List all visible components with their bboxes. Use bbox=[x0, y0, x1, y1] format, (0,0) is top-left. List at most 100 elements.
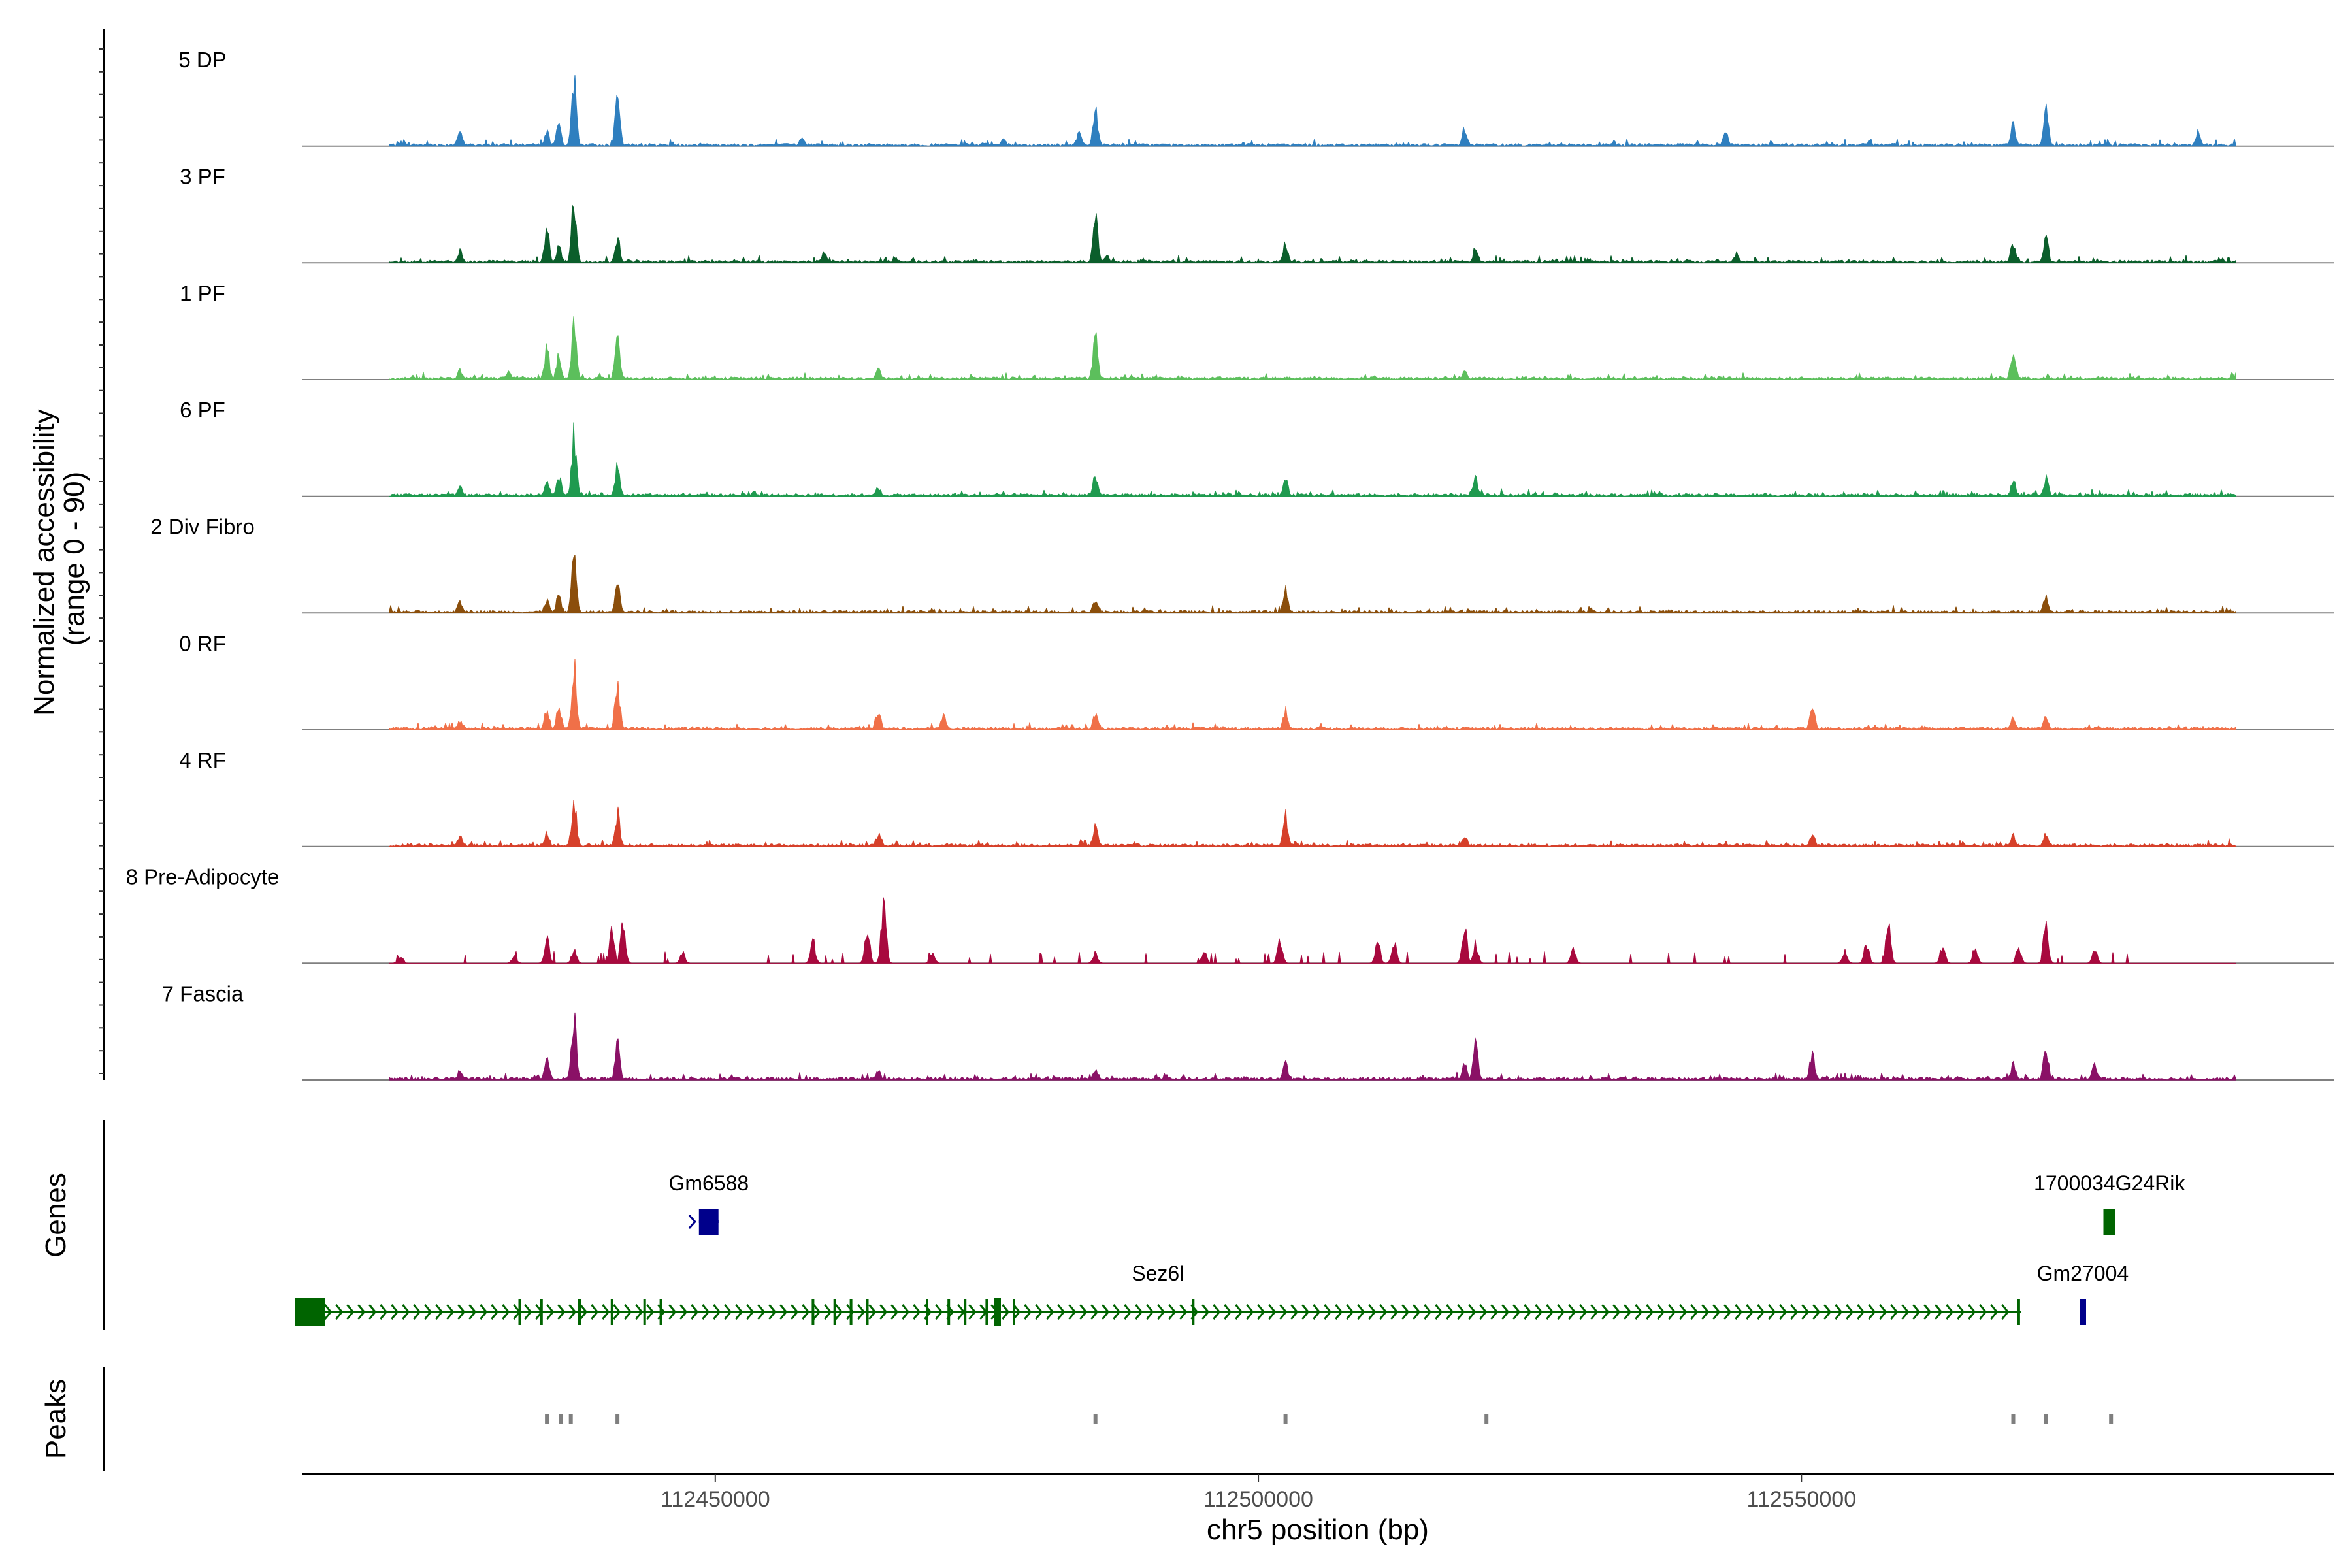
gene-exon bbox=[994, 1298, 1001, 1326]
strand-chevron bbox=[824, 1304, 832, 1320]
strand-chevron bbox=[1912, 1304, 1921, 1320]
peak-region bbox=[1283, 1414, 1288, 1424]
strand-chevron bbox=[935, 1304, 943, 1320]
strand-chevron bbox=[1490, 1304, 1499, 1320]
y-axis-title: Normalized accessibility (range 0 - 90) bbox=[28, 401, 90, 716]
strand-chevron bbox=[380, 1304, 388, 1320]
strand-chevron bbox=[1579, 1304, 1588, 1320]
strand-chevron bbox=[1535, 1304, 1543, 1320]
strand-chevron bbox=[1668, 1304, 1676, 1320]
track-label: 7 Fascia bbox=[162, 981, 244, 1005]
track-label: 1 PF bbox=[180, 281, 225, 305]
peak-region bbox=[559, 1414, 563, 1424]
strand-chevron bbox=[502, 1304, 510, 1320]
strand-chevron bbox=[1746, 1304, 1754, 1320]
peak-region bbox=[2011, 1414, 2016, 1424]
strand-chevron bbox=[1801, 1304, 1810, 1320]
gene-label: Gm27004 bbox=[2037, 1262, 2129, 1285]
peaks-track-title: Peaks bbox=[40, 1379, 72, 1459]
strand-chevron bbox=[1557, 1304, 1565, 1320]
coverage-area bbox=[389, 422, 2236, 497]
strand-chevron bbox=[1501, 1304, 1510, 1320]
track-label: 4 RF bbox=[179, 748, 226, 772]
strand-chevron bbox=[357, 1304, 366, 1320]
y-axis-title-line2: (range 0 - 90) bbox=[58, 472, 90, 646]
track-coverage bbox=[389, 75, 2236, 1081]
strand-chevron bbox=[1013, 1304, 1021, 1320]
strand-chevron bbox=[1357, 1304, 1365, 1320]
coverage-area bbox=[389, 204, 2236, 263]
strand-chevron bbox=[688, 1214, 696, 1230]
gene-label: 1700034G24Rik bbox=[2034, 1171, 2185, 1195]
strand-chevron bbox=[813, 1304, 821, 1320]
strand-chevron bbox=[1068, 1304, 1077, 1320]
gene-model: 1700034G24Rik bbox=[2034, 1171, 2185, 1235]
strand-chevron bbox=[879, 1304, 888, 1320]
strand-chevron bbox=[757, 1304, 766, 1320]
strand-chevron bbox=[668, 1304, 677, 1320]
strand-chevron bbox=[1079, 1304, 1088, 1320]
peak-regions bbox=[545, 1414, 2114, 1424]
gene-exon bbox=[866, 1299, 869, 1325]
strand-chevron bbox=[368, 1304, 377, 1320]
gene-exon bbox=[698, 1209, 719, 1235]
strand-chevron bbox=[1401, 1304, 1410, 1320]
strand-chevron bbox=[902, 1304, 910, 1320]
strand-chevron bbox=[1046, 1304, 1054, 1320]
strand-chevron bbox=[1624, 1304, 1632, 1320]
strand-chevron bbox=[1313, 1304, 1321, 1320]
strand-chevron bbox=[602, 1304, 610, 1320]
peak-region bbox=[2109, 1414, 2114, 1424]
gene-exon bbox=[833, 1299, 836, 1325]
coverage-area bbox=[389, 800, 2236, 847]
coverage-area bbox=[389, 316, 2236, 380]
strand-chevron bbox=[1157, 1304, 1166, 1320]
gene-exon bbox=[849, 1299, 853, 1325]
strand-chevron bbox=[1279, 1304, 1288, 1320]
strand-chevron bbox=[546, 1304, 555, 1320]
strand-chevron bbox=[1168, 1304, 1177, 1320]
strand-chevron bbox=[613, 1304, 621, 1320]
track-label: 2 Div Fibro bbox=[150, 515, 255, 539]
strand-chevron bbox=[1768, 1304, 1776, 1320]
track-label: 8 Pre-Adipocyte bbox=[126, 865, 280, 889]
strand-chevron bbox=[1901, 1304, 1910, 1320]
gene-exon bbox=[947, 1299, 951, 1325]
strand-chevron bbox=[568, 1304, 577, 1320]
strand-chevron bbox=[1512, 1304, 1521, 1320]
strand-chevron bbox=[1857, 1304, 1865, 1320]
strand-chevron bbox=[1201, 1304, 1210, 1320]
coverage-area bbox=[389, 555, 2236, 613]
track-label: 0 RF bbox=[179, 631, 226, 655]
peak-region bbox=[545, 1414, 549, 1424]
strand-chevron bbox=[1568, 1304, 1576, 1320]
strand-chevron bbox=[480, 1304, 488, 1320]
track-label: 5 DP bbox=[178, 48, 226, 72]
strand-chevron bbox=[1024, 1304, 1032, 1320]
gene-exon bbox=[1013, 1299, 1015, 1325]
strand-chevron bbox=[968, 1304, 977, 1320]
strand-chevron bbox=[1590, 1304, 1599, 1320]
strand-chevron bbox=[1301, 1304, 1310, 1320]
strand-chevron bbox=[424, 1304, 433, 1320]
strand-chevron bbox=[913, 1304, 921, 1320]
strand-chevron bbox=[1601, 1304, 1610, 1320]
strand-chevron bbox=[1835, 1304, 1843, 1320]
strand-chevron bbox=[1823, 1304, 1832, 1320]
strand-chevron bbox=[1057, 1304, 1066, 1320]
peak-region bbox=[1484, 1414, 1489, 1424]
x-axis-title: chr5 position (bp) bbox=[1207, 1514, 1429, 1546]
strand-chevron bbox=[1446, 1304, 1454, 1320]
strand-chevron bbox=[1879, 1304, 1887, 1320]
strand-chevron bbox=[746, 1304, 755, 1320]
strand-chevron bbox=[457, 1304, 466, 1320]
strand-chevron bbox=[1524, 1304, 1532, 1320]
strand-chevron bbox=[1723, 1304, 1732, 1320]
strand-chevron bbox=[335, 1304, 344, 1320]
strand-chevron bbox=[1635, 1304, 1643, 1320]
strand-chevron bbox=[1479, 1304, 1488, 1320]
track-labels: 5 DP 3 PF 1 PF 6 PF 2 Div Fibro 0 RF 4 RF 8 Pre… bbox=[126, 48, 280, 1005]
strand-chevron bbox=[868, 1304, 877, 1320]
strand-chevron bbox=[1379, 1304, 1388, 1320]
strand-chevron bbox=[524, 1304, 532, 1320]
